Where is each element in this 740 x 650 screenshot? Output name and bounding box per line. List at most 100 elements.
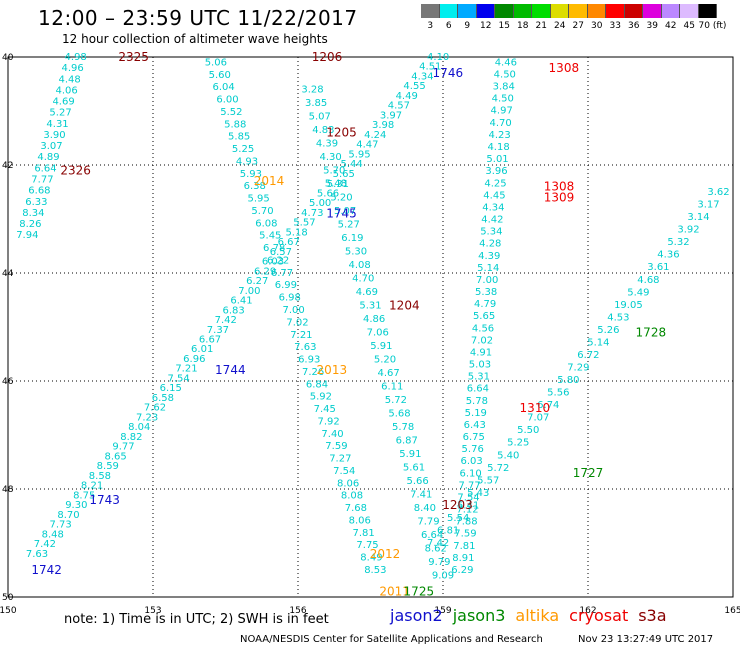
swh-value: 3.62 (707, 187, 729, 198)
scale-swatch (421, 4, 440, 18)
swh-value: 8.06 (349, 515, 371, 526)
swh-value: 4.91 (470, 347, 492, 358)
swh-value: 5.03 (469, 360, 491, 371)
swh-value: 7.77 (458, 480, 480, 491)
swh-value: 7.26 (302, 367, 324, 378)
scale-label: 15 (498, 21, 510, 31)
swh-value: 3.07 (40, 141, 62, 152)
color-scale-labels: 3 6 9 12 15 18 21 24 27 30 33 36 39 42 45 70 (ft) (421, 18, 727, 31)
swh-value: 5.65 (333, 169, 355, 180)
time-label: 1743 (89, 493, 120, 507)
time-label: 2011 (379, 585, 410, 599)
scale-label: 21 (535, 21, 547, 31)
swh-value: 6.15 (160, 383, 182, 394)
swh-value: 7.62 (144, 403, 166, 414)
swh-value: 5.41 (457, 500, 479, 511)
swh-value: 5.66 (317, 188, 339, 199)
time-label: 1728 (636, 325, 667, 339)
swh-value: 8.08 (341, 491, 363, 502)
swh-value: 4.08 (348, 260, 370, 271)
swh-value: 6.57 (270, 247, 292, 258)
swh-value: 5.88 (224, 119, 246, 130)
swh-value: 5.26 (597, 325, 619, 336)
swh-value: 7.07 (527, 413, 549, 424)
swh-value: 7.59 (454, 529, 476, 540)
swh-value: 5.85 (228, 132, 250, 143)
swh-value: 4.98 (65, 52, 87, 63)
swh-value: 9.30 (65, 500, 87, 511)
swh-value: 3.90 (43, 130, 65, 141)
scale-swatch (532, 4, 551, 18)
swh-value: 6.64 (34, 163, 56, 174)
swh-value: 4.39 (478, 251, 500, 262)
swh-value: 6.10 (459, 468, 481, 479)
swh-value: 3.98 (372, 120, 394, 131)
scale-label: 39 (646, 21, 658, 31)
swh-value: 7.81 (353, 528, 375, 539)
x-tick-label: 156 (289, 606, 306, 616)
swh-value: 5.06 (205, 57, 227, 68)
swh-value: 6.83 (223, 305, 245, 316)
scale-swatch (550, 4, 569, 18)
swh-value: 5.52 (220, 107, 242, 118)
swh-value: 5.70 (323, 165, 345, 176)
color-scale-swatches (421, 4, 725, 18)
chart-title: 12:00 – 23:59 UTC 11/22/2017 (38, 6, 358, 30)
swh-value: 4.45 (483, 190, 505, 201)
scale-label: 70 (ft) (698, 21, 727, 31)
time-label: 1203 (442, 498, 473, 512)
swh-value: 7.75 (356, 540, 378, 551)
swh-value: 5.31 (327, 179, 349, 190)
swh-value: 9.09 (432, 570, 454, 581)
swh-value: 6.74 (537, 400, 559, 411)
swh-value: 5.18 (285, 227, 307, 238)
swh-value: 6.27 (246, 276, 268, 287)
swh-value: 4.69 (356, 287, 378, 298)
swh-value: 8.53 (364, 565, 386, 576)
swh-value: 4.93 (236, 156, 258, 167)
swh-value: 5.95 (348, 149, 370, 160)
swh-value: 4.36 (657, 250, 679, 261)
swh-value: 5.66 (406, 476, 428, 487)
swh-value: 7.29 (567, 363, 589, 374)
legend-jason2: jason2 (390, 606, 443, 625)
time-label: 1742 (31, 563, 62, 577)
swh-value: 6.43 (464, 420, 486, 431)
scale-label: 27 (572, 21, 584, 31)
swh-value: 7.40 (321, 429, 343, 440)
time-label: 2012 (370, 547, 401, 561)
swh-value: 5.31 (359, 300, 381, 311)
swh-value: 5.61 (403, 462, 425, 473)
swh-value: 3.14 (687, 212, 709, 223)
y-tick-label: 42 (2, 161, 13, 171)
scale-label: 18 (517, 21, 529, 31)
swh-value: 5.40 (497, 450, 519, 461)
time-label: 1727 (573, 466, 604, 480)
swh-value: 7.23 (136, 412, 158, 423)
swh-value: 6.84 (306, 379, 328, 390)
x-tick-label: 165 (724, 606, 740, 616)
swh-value: 8.70 (57, 510, 79, 521)
swh-value: 7.00 (283, 305, 305, 316)
swh-value: 3.61 (647, 262, 669, 273)
swh-value: 4.97 (491, 106, 513, 117)
scale-label: 9 (464, 21, 471, 31)
swh-value: 7.45 (314, 404, 336, 415)
swh-value: 4.73 (301, 208, 323, 219)
legend-s3a: s3a (638, 606, 667, 625)
swh-value: 4.28 (479, 239, 501, 250)
legend-jason3: jason3 (452, 606, 506, 625)
swh-value: 4.48 (58, 74, 80, 85)
swh-value: 8.91 (452, 553, 474, 564)
swh-value: 8.62 (425, 543, 447, 554)
swh-value: 3.92 (677, 225, 699, 236)
footer-timestamp: Nov 23 13:27:49 UTC 2017 (578, 634, 714, 645)
swh-value: 6.03 (461, 456, 483, 467)
swh-value: 5.78 (466, 396, 488, 407)
y-tick-label: 46 (2, 377, 14, 387)
swh-value: 4.68 (637, 275, 659, 286)
swh-value: 4.50 (494, 69, 516, 80)
scale-swatch (661, 4, 680, 18)
swh-value: 4.23 (488, 130, 510, 141)
